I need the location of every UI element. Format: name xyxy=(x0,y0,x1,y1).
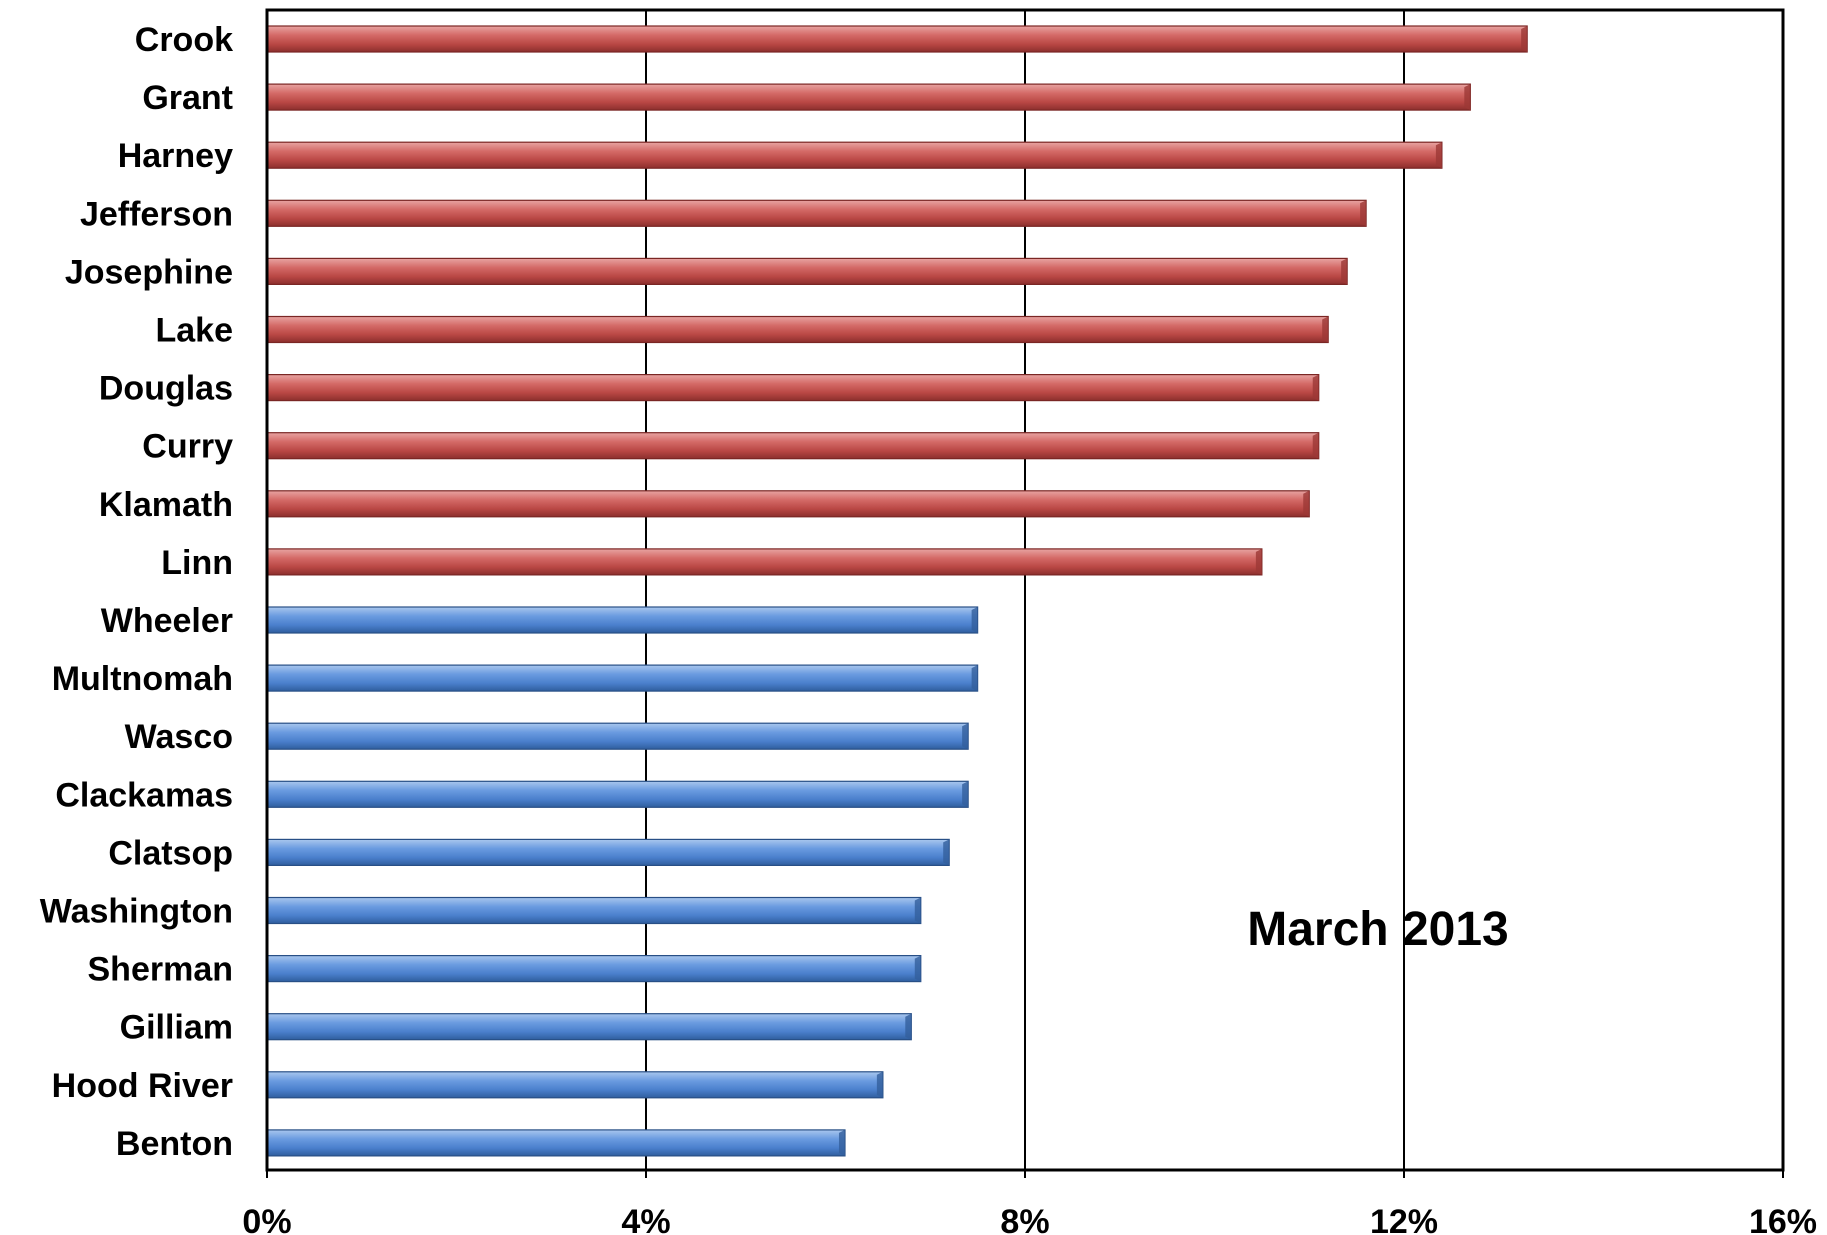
bar xyxy=(266,1071,884,1099)
x-tick-label: 4% xyxy=(621,1203,670,1235)
category-label: Lake xyxy=(156,312,234,350)
bar-rect xyxy=(266,1071,884,1099)
bar xyxy=(266,838,950,867)
bar-end-cap xyxy=(962,781,969,808)
bar-rect xyxy=(266,199,1367,227)
bar-end-cap xyxy=(1312,374,1319,401)
bar-rect xyxy=(266,954,922,983)
bar-end-cap xyxy=(971,607,978,633)
bar-end-cap xyxy=(838,1129,845,1156)
category-label: Curry xyxy=(142,428,233,466)
category-label: Multnomah xyxy=(52,660,233,698)
bar-rect xyxy=(266,315,1329,344)
bar-rect xyxy=(266,780,969,808)
category-label: Hood River xyxy=(52,1067,233,1105)
category-label: Linn xyxy=(161,544,233,582)
bar xyxy=(266,25,1528,53)
bar-end-cap xyxy=(914,955,921,982)
category-label: Benton xyxy=(116,1125,233,1163)
category-label: Sherman xyxy=(88,951,234,989)
bar-end-cap xyxy=(1312,432,1319,459)
bar xyxy=(266,896,922,925)
bar-rect xyxy=(266,548,1263,576)
category-label: Klamath xyxy=(99,486,233,524)
bar xyxy=(266,257,1348,285)
bar-end-cap xyxy=(1360,200,1367,227)
bar-rect xyxy=(266,374,1320,402)
bar xyxy=(266,722,969,750)
bar-end-cap xyxy=(914,897,921,924)
bar xyxy=(266,1013,912,1041)
x-tick-labels: 0% 4% 8% 12% 16% xyxy=(242,1203,1817,1235)
bar xyxy=(266,83,1471,111)
bar xyxy=(266,664,979,692)
bar xyxy=(266,780,969,808)
x-tick-label: 16% xyxy=(1749,1203,1817,1235)
x-tick-label: 8% xyxy=(1000,1203,1049,1235)
bar xyxy=(266,141,1443,169)
bar-rect xyxy=(266,606,979,634)
category-label: Douglas xyxy=(99,370,233,408)
bar-rect xyxy=(266,896,922,925)
bar-end-cap xyxy=(971,665,978,692)
bar xyxy=(266,374,1320,402)
chart-annotation: March 2013 xyxy=(1247,903,1509,956)
x-tick-label: 12% xyxy=(1370,1203,1438,1235)
bar-rect xyxy=(266,432,1320,460)
category-label: Clackamas xyxy=(55,776,233,814)
bar-rect xyxy=(266,83,1471,111)
bar-end-cap xyxy=(905,1013,912,1040)
bar-end-cap xyxy=(962,723,969,750)
category-label: Wheeler xyxy=(101,602,233,640)
bar xyxy=(266,1129,846,1157)
plot-frame xyxy=(265,8,1785,1178)
category-label: Grant xyxy=(142,79,233,117)
bar-end-cap xyxy=(1303,490,1310,517)
bar xyxy=(266,606,979,634)
bar-end-cap xyxy=(1255,548,1262,575)
bar xyxy=(266,432,1320,460)
category-label: Wasco xyxy=(125,718,233,756)
bar xyxy=(266,199,1367,227)
category-label: Crook xyxy=(135,21,233,59)
bar xyxy=(266,490,1310,518)
bar-rect xyxy=(266,25,1528,53)
bar-rect xyxy=(266,664,979,692)
category-label: Clatsop xyxy=(108,834,233,872)
bar-rect xyxy=(266,257,1348,285)
bar-end-cap xyxy=(943,839,950,866)
bars xyxy=(266,25,1528,1157)
x-tick-label: 0% xyxy=(242,1203,291,1235)
bar-end-cap xyxy=(876,1071,883,1098)
bar-end-cap xyxy=(1341,258,1348,285)
gridlines xyxy=(645,10,1405,1170)
bar xyxy=(266,315,1329,344)
category-label: Gilliam xyxy=(120,1009,233,1047)
category-labels: Crook Grant Harney Jefferson Josephine Lake Do… xyxy=(40,21,233,1163)
bar-rect xyxy=(266,1013,912,1041)
category-label: Washington xyxy=(40,893,233,931)
bar-rect xyxy=(266,141,1443,169)
bar-end-cap xyxy=(1435,142,1442,169)
bar xyxy=(266,548,1263,576)
bar-rect xyxy=(266,838,950,867)
bar-rect xyxy=(266,1129,846,1157)
bar xyxy=(266,954,922,983)
category-label: Harney xyxy=(118,137,233,175)
bar-end-cap xyxy=(1464,84,1471,111)
category-label: Josephine xyxy=(65,253,233,291)
bar-end-cap xyxy=(1521,26,1528,52)
category-label: Jefferson xyxy=(80,195,233,233)
bar-end-cap xyxy=(1322,316,1329,343)
bar-rect xyxy=(266,490,1310,518)
bar-rect xyxy=(266,722,969,750)
